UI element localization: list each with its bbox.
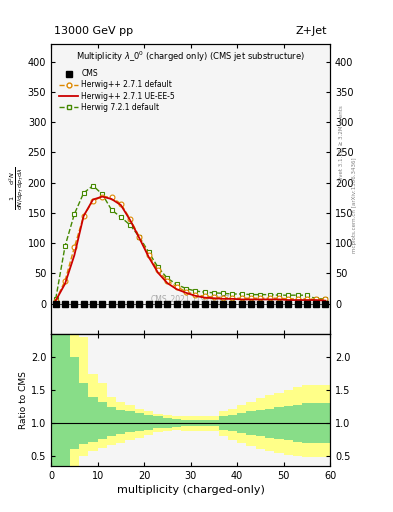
Text: Z+Jet: Z+Jet — [296, 26, 327, 36]
Text: Multiplicity $\lambda\_0^0$ (charged only) (CMS jet substructure): Multiplicity $\lambda\_0^0$ (charged onl… — [76, 49, 305, 63]
Text: Rivet 3.1.10, ≥ 3.2M events: Rivet 3.1.10, ≥ 3.2M events — [339, 105, 344, 182]
Y-axis label: $\frac{1}{\mathrm{d}N/\mathrm{d}p_T}\frac{\mathrm{d}^2N}{\mathrm{d}p_T\mathrm{d}: $\frac{1}{\mathrm{d}N/\mathrm{d}p_T}\fra… — [8, 167, 26, 210]
Legend: CMS, Herwig++ 2.7.1 default, Herwig++ 2.7.1 UE-EE-5, Herwig 7.2.1 default: CMS, Herwig++ 2.7.1 default, Herwig++ 2.… — [58, 68, 177, 114]
Text: 13000 GeV pp: 13000 GeV pp — [54, 26, 133, 36]
Y-axis label: Ratio to CMS: Ratio to CMS — [19, 371, 28, 429]
Text: CMS_2021_I1920187: CMS_2021_I1920187 — [151, 294, 230, 304]
Text: mcplots.cern.ch [arXiv:1306.3436]: mcplots.cern.ch [arXiv:1306.3436] — [352, 157, 357, 252]
X-axis label: multiplicity (charged-only): multiplicity (charged-only) — [117, 485, 264, 495]
